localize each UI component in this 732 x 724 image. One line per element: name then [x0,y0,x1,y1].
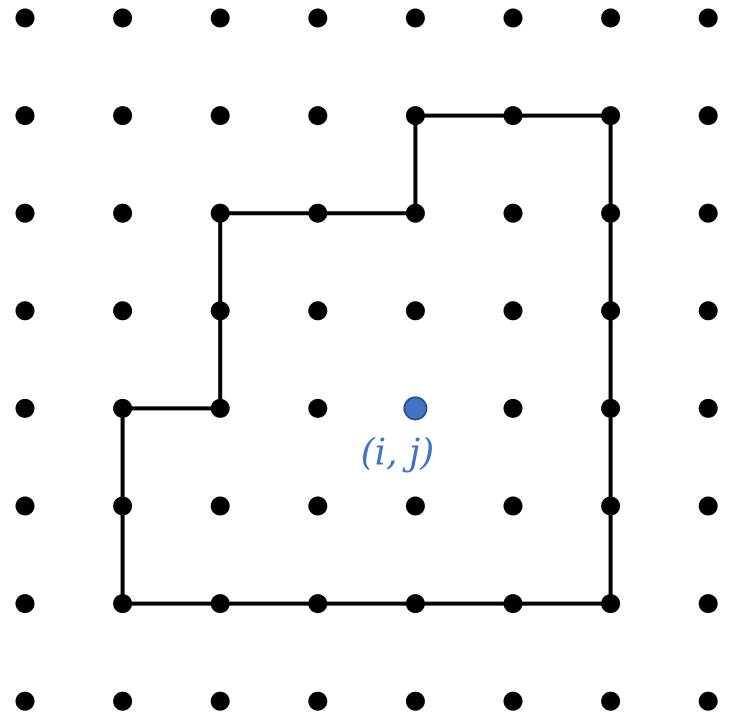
lattice-dot [698,106,718,126]
lattice-dot [698,691,718,711]
lattice-dot [405,8,425,28]
lattice-dot [405,691,425,711]
lattice-dot [15,301,35,321]
lattice-dot [308,106,328,126]
lattice-dot [210,106,230,126]
lattice-dot [210,8,230,28]
lattice-dot [308,8,328,28]
lattice-dot [601,691,621,711]
lattice-dot [698,398,718,418]
lattice-dot [698,8,718,28]
lattice-dot [15,106,35,126]
polygon-boundary [120,113,613,606]
lattice-dot [503,496,523,516]
lattice-dot [308,496,328,516]
point-i-j [403,396,428,421]
lattice-dot [503,691,523,711]
lattice-dot [15,203,35,223]
point-label: (i, j) [361,432,435,473]
lattice-dot [405,301,425,321]
lattice-dot [601,8,621,28]
lattice-dot [698,301,718,321]
lattice-dot [308,398,328,418]
lattice-dot [15,691,35,711]
lattice-dot [113,301,133,321]
lattice-dot [503,8,523,28]
lattice-dot [503,203,523,223]
lattice-dot [210,691,230,711]
lattice-dot [503,398,523,418]
lattice-dot [15,8,35,28]
lattice-dot [308,301,328,321]
lattice-dot [698,496,718,516]
lattice-dot [308,691,328,711]
lattice-dot [210,496,230,516]
lattice-dot [15,496,35,516]
lattice-dot [405,496,425,516]
lattice-dot [15,398,35,418]
lattice-dot [113,8,133,28]
lattice-dot [113,691,133,711]
lattice-dot [698,203,718,223]
lattice-dot [698,594,718,614]
lattice-dot [15,594,35,614]
lattice-dot [113,203,133,223]
lattice-dot [113,106,133,126]
lattice-dot [503,301,523,321]
